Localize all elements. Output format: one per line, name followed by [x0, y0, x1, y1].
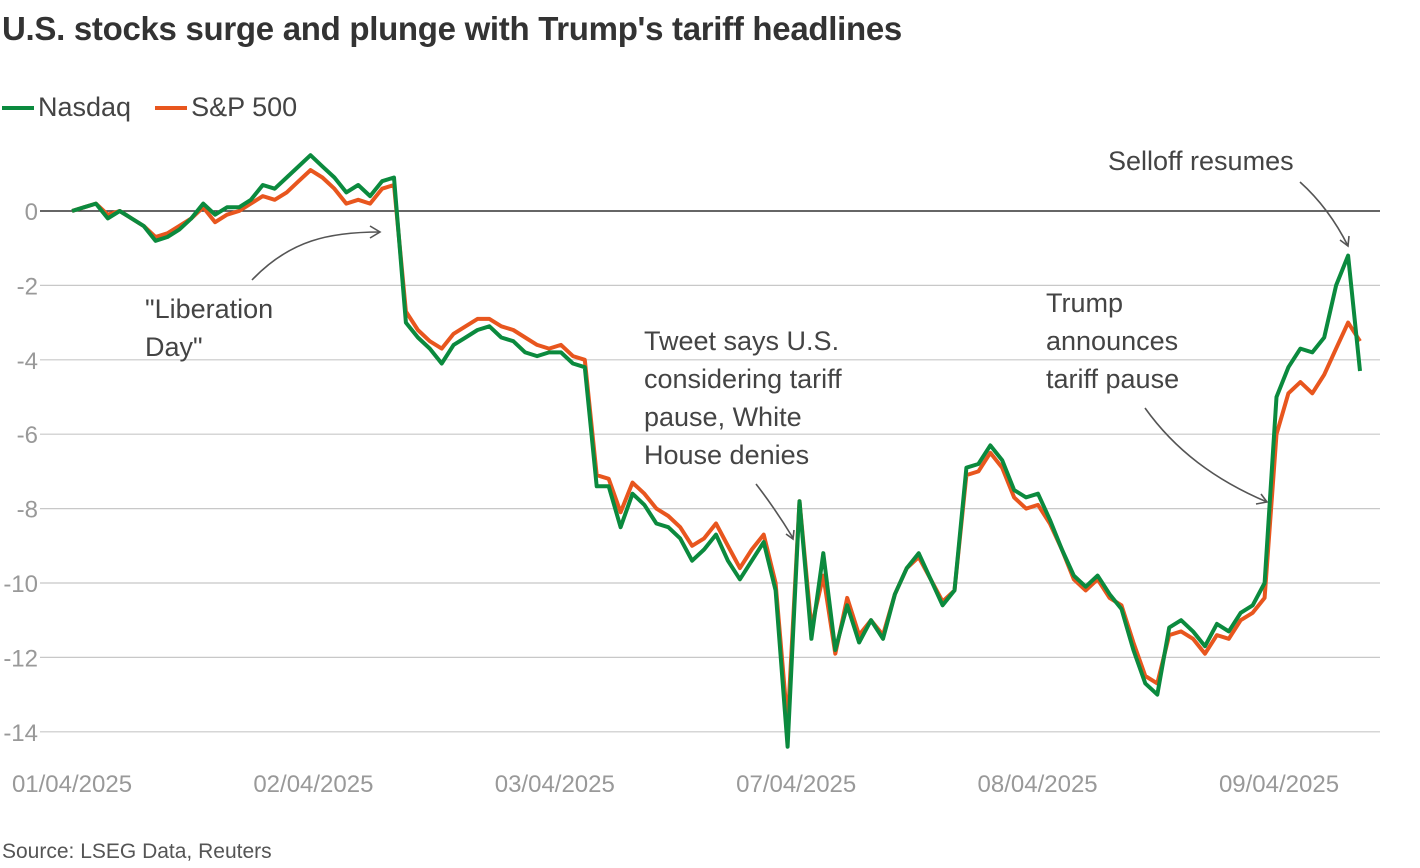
- legend-label-nasdaq: Nasdaq: [38, 92, 132, 122]
- annotation-liberation-day: "Liberation Day": [145, 294, 281, 362]
- y-tick-label: -2: [17, 273, 38, 300]
- arrowhead-icon: [369, 225, 382, 239]
- x-tick-label: 07/04/2025: [736, 771, 856, 798]
- x-tick-label: 03/04/2025: [495, 771, 615, 798]
- arrowhead-icon: [1339, 235, 1350, 248]
- annotation-tweet: Tweet says U.S. considering tariff pause…: [644, 326, 849, 470]
- series-line-nasdaq: [71, 153, 1362, 749]
- y-tick-label: -14: [3, 720, 38, 747]
- arrowhead-icon: [1255, 493, 1269, 505]
- chart-title: U.S. stocks surge and plunge with Trump'…: [2, 10, 902, 47]
- legend-label-sp500: S&P 500: [191, 92, 298, 122]
- x-tick-label: 09/04/2025: [1219, 771, 1339, 798]
- source-note: Source: LSEG Data, Reuters: [2, 840, 272, 863]
- legend: Nasdaq S&P 500: [2, 92, 321, 123]
- legend-swatch-sp500: [155, 105, 188, 110]
- legend-swatch-nasdaq: [2, 105, 34, 110]
- arrowhead-icon: [785, 529, 795, 541]
- annotation-tariff-pause: Trump announces tariff pause: [1046, 288, 1186, 394]
- y-tick-label: -10: [3, 571, 38, 598]
- y-tick-label: -6: [17, 422, 38, 449]
- x-tick-label: 02/04/2025: [253, 771, 373, 798]
- legend-item-nasdaq: Nasdaq: [2, 92, 131, 123]
- annotation-arrow: [755, 483, 794, 539]
- annotation-arrow: [1299, 181, 1349, 247]
- annotation-arrow: [1144, 407, 1268, 503]
- annotation-selloff: Selloff resumes: [1108, 146, 1294, 176]
- y-tick-label: 0: [25, 199, 38, 226]
- y-tick-label: -8: [17, 497, 38, 524]
- y-tick-label: -4: [17, 348, 38, 375]
- y-tick-label: -12: [3, 645, 38, 672]
- annotation-arrow: [251, 231, 381, 281]
- series-line-sp500: [71, 168, 1362, 727]
- x-tick-label: 08/04/2025: [978, 771, 1098, 798]
- x-tick-label: 01/04/2025: [12, 771, 132, 798]
- legend-item-sp500: S&P 500: [155, 92, 297, 123]
